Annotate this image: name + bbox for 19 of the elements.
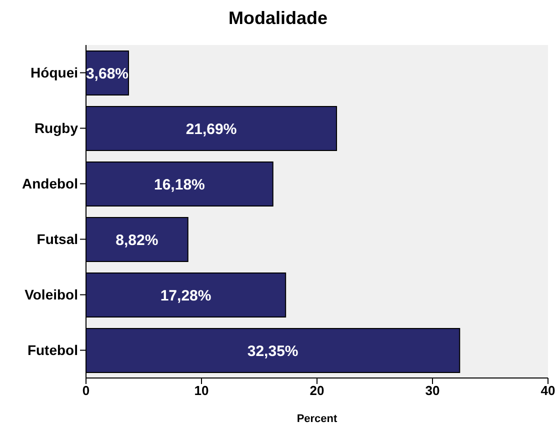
y-tick-label: Hóquei	[30, 64, 78, 81]
x-tick-label: 20	[310, 383, 324, 398]
data-label: 21,69%	[186, 120, 237, 138]
y-tick-label: Futebol	[27, 342, 78, 358]
data-label: 17,28%	[160, 287, 212, 304]
x-tick-label: 30	[425, 383, 440, 398]
x-tick-label: 40	[540, 383, 556, 398]
chart-title: Modalidade	[227, 8, 328, 29]
data-label: 8,82%	[116, 232, 158, 249]
y-tick-label: Voleibol	[24, 286, 78, 303]
x-tick-label: 0	[82, 383, 90, 398]
y-tick-label: Futsal	[36, 231, 78, 248]
data-label: 3,68%	[86, 65, 129, 82]
y-tick-label: Rugby	[34, 120, 78, 136]
x-axis-title: Percent	[296, 413, 338, 425]
x-tick-label: 10	[194, 383, 209, 398]
data-label: 32,35%	[247, 342, 298, 360]
data-label: 16,18%	[154, 176, 205, 194]
y-tick-label: Andebol	[22, 176, 78, 192]
